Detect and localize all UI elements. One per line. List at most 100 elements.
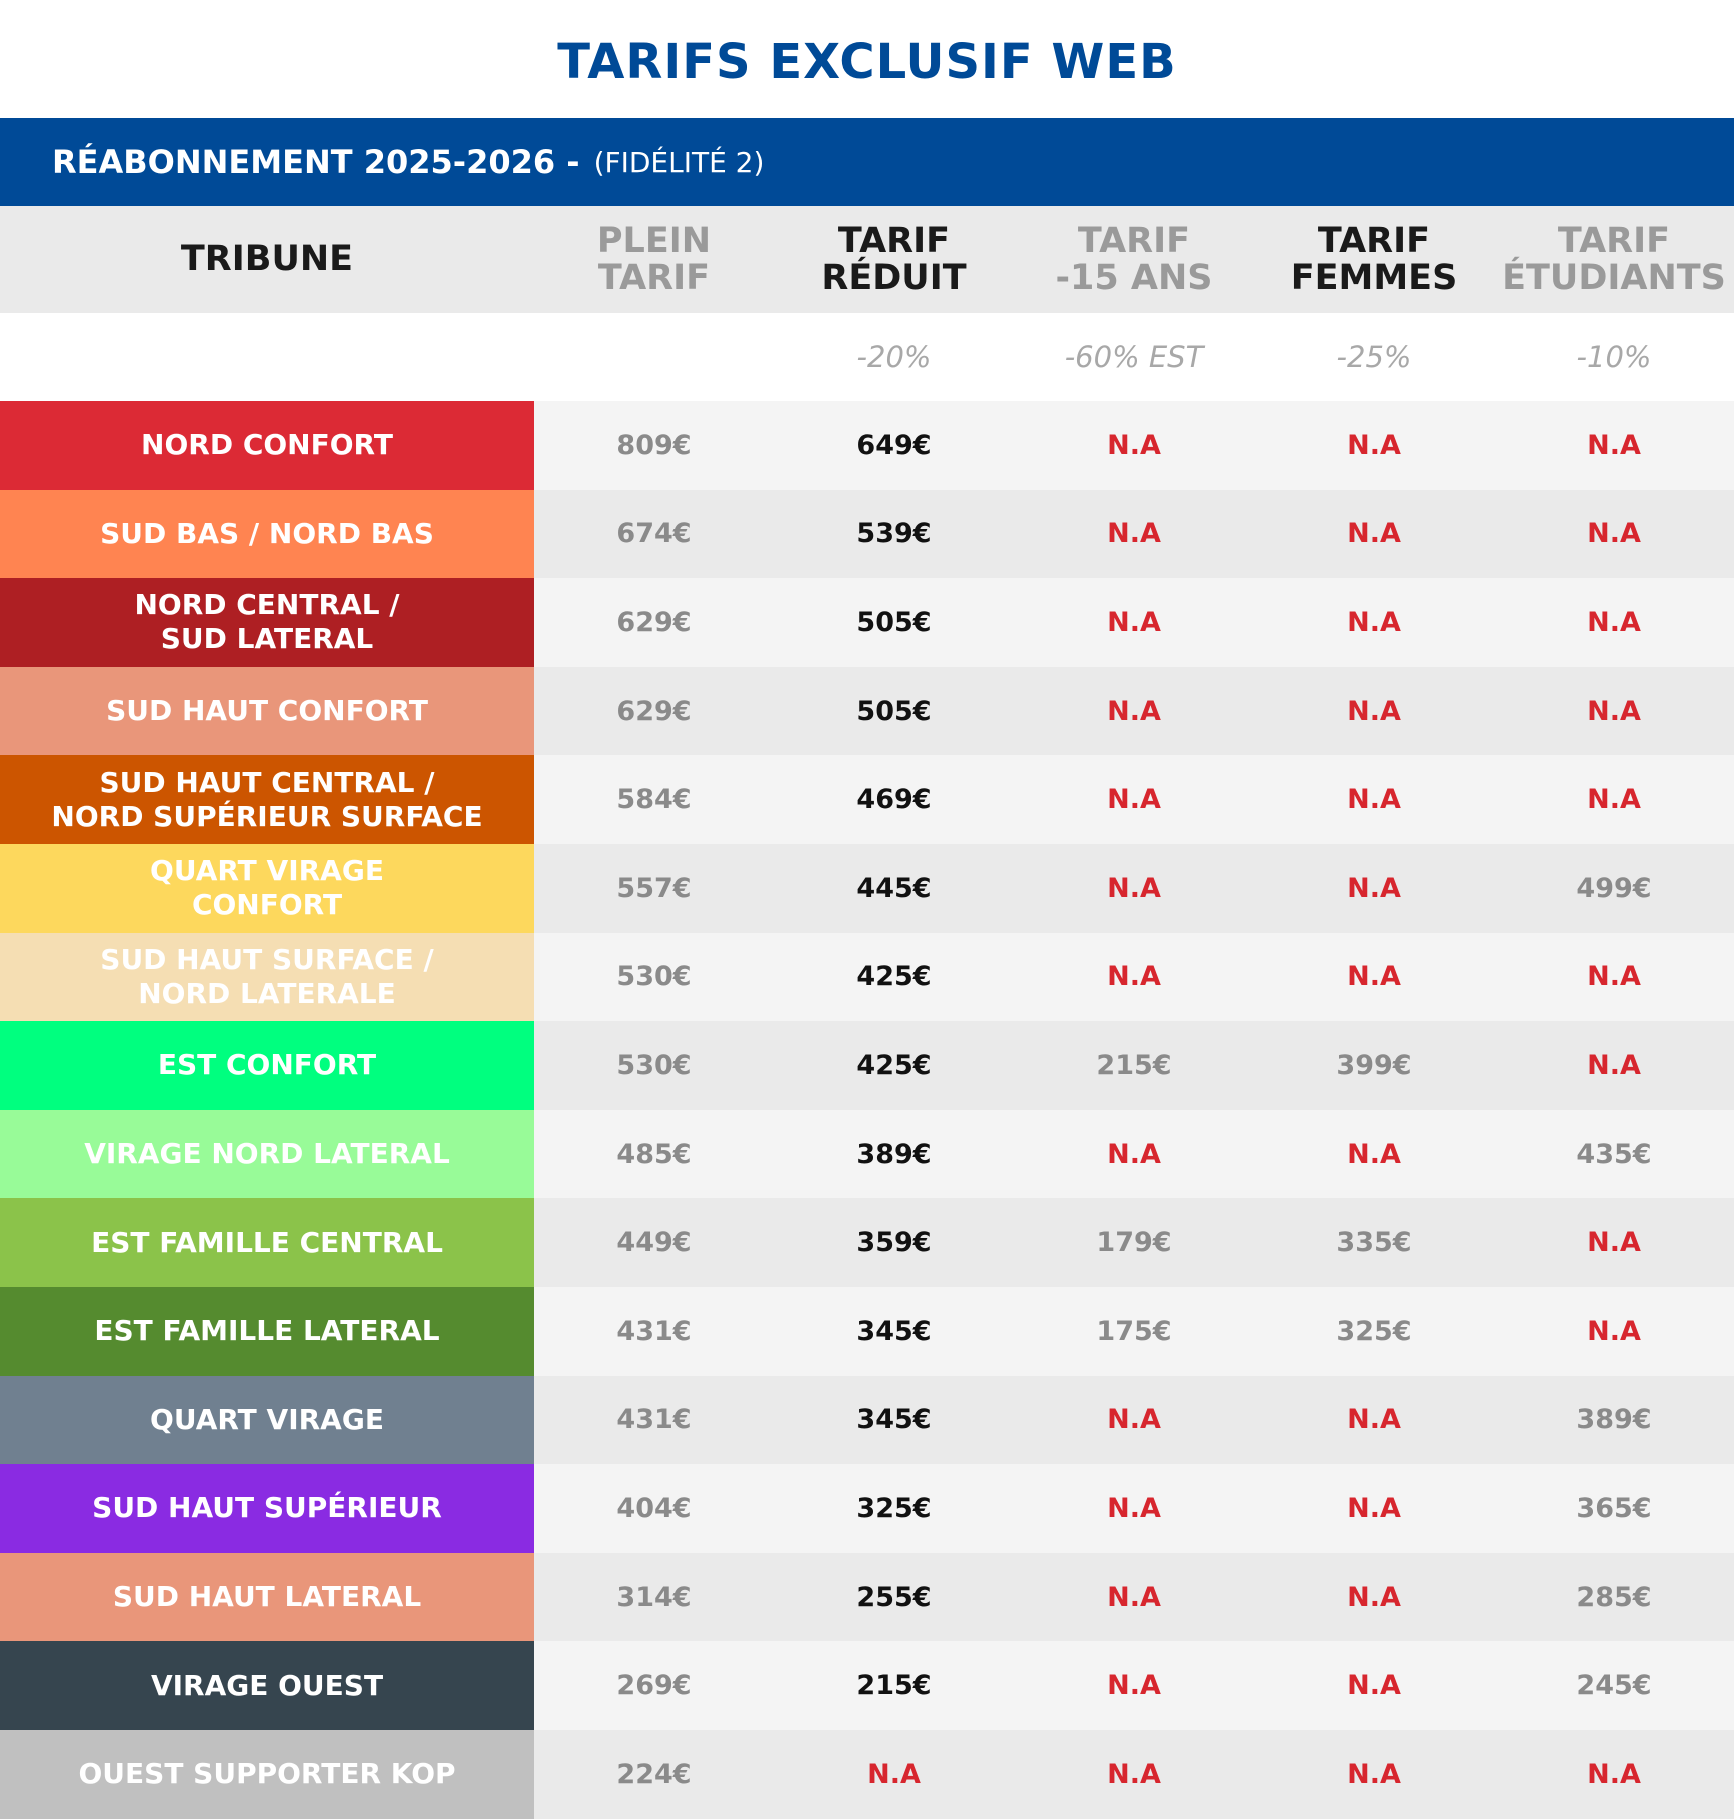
tribune-line: QUART VIRAGE [150,854,384,888]
header-line: TARIF [1077,220,1191,261]
tribune-line: CONFORT [191,888,343,922]
price: N.A [1494,666,1734,756]
price: N.A [1014,1552,1254,1642]
tribune-name: VIRAGE NORD LATERAL [0,1109,534,1199]
price: 175€ [1014,1286,1254,1376]
header-line: ÉTUDIANTS [1502,257,1726,298]
tribune-name: EST CONFORT [0,1021,534,1110]
tribune-name: SUD HAUT LATERAL [0,1552,534,1642]
header-line: TARIF [597,257,711,298]
tribune-name: SUD HAUT SUPÉRIEUR [0,1464,534,1553]
price: N.A [1254,578,1494,667]
discount: -20% [856,340,932,374]
tribune-line: SUD HAUT SUPÉRIEUR [92,1491,442,1525]
column-header: TRIBUNE [0,206,534,313]
tribune-name: EST FAMILLE CENTRAL [0,1198,534,1287]
price: 359€ [774,1198,1014,1287]
tribune-line: EST FAMILLE CENTRAL [91,1225,443,1259]
price: 649€ [774,401,1014,490]
price: N.A [1254,843,1494,933]
discount [534,313,774,401]
price: 629€ [534,578,774,667]
price: N.A [1254,1375,1494,1465]
price: N.A [1254,932,1494,1022]
price: N.A [1014,1464,1254,1553]
price: 431€ [534,1286,774,1376]
price: N.A [1494,1286,1734,1376]
price: N.A [1494,1729,1734,1819]
tribune-name: SUD HAUT CENTRAL / NORD SUPÉRIEUR SURFACE [0,755,534,844]
price: N.A [1254,1552,1494,1642]
price: 224€ [534,1729,774,1819]
price: 557€ [534,843,774,933]
price: N.A [1494,1198,1734,1287]
column-header: TARIF ÉTUDIANTS [1494,206,1734,313]
price: 629€ [534,666,774,756]
price: N.A [1254,1464,1494,1553]
price: 399€ [1254,1021,1494,1110]
price: 505€ [774,666,1014,756]
price: N.A [1014,932,1254,1022]
price: 530€ [534,1021,774,1110]
price: 255€ [774,1552,1014,1642]
price: 431€ [534,1375,774,1465]
price: 345€ [774,1286,1014,1376]
price: N.A [1014,1729,1254,1819]
title: TARIFS EXCLUSIF WEB [557,34,1177,90]
tribune-name: QUART VIRAGE [0,1375,534,1465]
column-header: TARIF RÉDUIT [774,206,1014,313]
price: N.A [774,1729,1014,1819]
tribune-line: SUD HAUT SURFACE / [100,942,434,976]
price: 345€ [774,1375,1014,1465]
tribune-line: OUEST SUPPORTER KOP [78,1757,456,1791]
column-header: TARIF -15 ANS [1014,206,1254,313]
discount: -25% [1336,340,1412,374]
price: 499€ [1494,843,1734,933]
discount [0,313,534,401]
banner-sub: (FIDÉLITÉ 2) [593,145,765,179]
tribune-line: SUD HAUT LATERAL [112,1580,422,1614]
price: 365€ [1494,1464,1734,1553]
price: N.A [1494,401,1734,490]
header-line: RÉDUIT [821,257,967,298]
price: 335€ [1254,1198,1494,1287]
header-line: TARIF [837,220,951,261]
price: N.A [1494,932,1734,1022]
column-header: TARIF FEMMES [1254,206,1494,313]
price: N.A [1494,755,1734,844]
price: N.A [1014,755,1254,844]
header-line: -15 ANS [1055,257,1213,298]
price: 215€ [774,1641,1014,1730]
banner: RÉABONNEMENT 2025-2026 - (FIDÉLITÉ 2) [0,118,1734,206]
price: 404€ [534,1464,774,1553]
header-line: TARIF [1557,220,1671,261]
price: N.A [1254,755,1494,844]
price: 269€ [534,1641,774,1730]
price: 505€ [774,578,1014,667]
tribune-name: OUEST SUPPORTER KOP [0,1729,534,1819]
price: 530€ [534,932,774,1022]
tribune-line: QUART VIRAGE [150,1402,384,1436]
tribune-name: NORD CENTRAL / SUD LATERAL [0,578,534,667]
header-line: FEMMES [1290,257,1458,298]
price: 435€ [1494,1109,1734,1199]
price: N.A [1494,489,1734,579]
tribune-line: VIRAGE NORD LATERAL [84,1137,450,1171]
discount: -60% EST [1064,340,1204,374]
price: N.A [1014,1109,1254,1199]
price: 245€ [1494,1641,1734,1730]
tribune-name: EST FAMILLE LATERAL [0,1286,534,1376]
header-line: PLEIN [596,220,712,261]
tribune-line: EST FAMILLE LATERAL [94,1314,440,1348]
tribune-line: NORD SUPÉRIEUR SURFACE [51,799,483,833]
discount: -10% [1576,340,1652,374]
price: N.A [1254,401,1494,490]
price: 674€ [534,489,774,579]
price: 425€ [774,932,1014,1022]
tribune-name: NORD CONFORT [0,401,534,490]
price: 584€ [534,755,774,844]
tribune-line: NORD CENTRAL / [134,588,400,622]
price: 179€ [1014,1198,1254,1287]
tribune-line: EST CONFORT [157,1048,377,1082]
tribune-line: SUD LATERAL [160,622,374,656]
